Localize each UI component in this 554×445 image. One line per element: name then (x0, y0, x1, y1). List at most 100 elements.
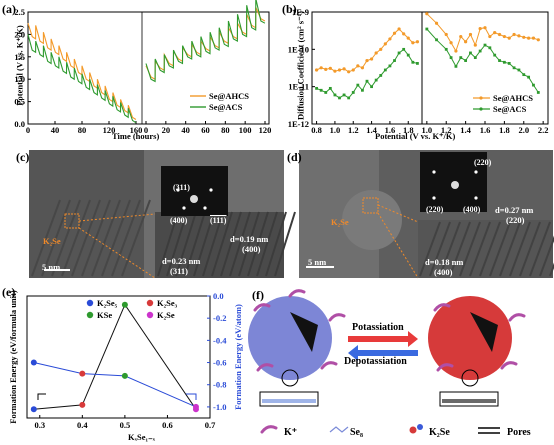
chart-e-xlabel: KₓSe₁₋ₓ (128, 432, 156, 442)
chart-a-legend-text: Se@ACS (209, 102, 243, 112)
left-sphere (248, 296, 332, 380)
tem-d-lattice-fringe (419, 221, 441, 277)
kplus-ion (320, 361, 338, 370)
chart-a-xtick-label: 40 (51, 125, 60, 135)
chart-b-xtick-label: 2.0 (518, 125, 529, 135)
tem-c-fft-label-2: (400) (170, 216, 188, 225)
chart-b-right-series-0-point (488, 34, 492, 39)
tem-c-lattice-fringe (256, 211, 278, 277)
chart-e-legend-text: K₂Se₃ (157, 298, 178, 308)
chart-b-legend-marker (479, 107, 483, 111)
legend-kplus-icon (260, 425, 278, 434)
chart-b-left-series-1-point (338, 96, 341, 100)
chart-b-left-series-0-point (392, 31, 397, 35)
left-se8-layer (262, 399, 316, 403)
depotassiation-label: Depotassiation (344, 356, 407, 367)
chart-b-left-series-0-point (402, 32, 406, 36)
tem-c-left-region (29, 150, 144, 278)
chart-e-y2tick-label: -0.2 (213, 313, 226, 323)
chart-b-left-series-1-point (333, 93, 337, 97)
chart-b-right-series-0-point (464, 40, 468, 44)
chart-b-left-series-1-point (397, 51, 401, 55)
chart-b-right-series-1-point (478, 49, 482, 53)
legend-k2se-label: K₂Se (429, 427, 450, 438)
tem-d-lattice-fringe (539, 235, 554, 277)
chart-b-legend-marker (479, 96, 483, 100)
tem-c-lattice-fringe (61, 199, 91, 277)
tem-c-lattice-fringe (175, 211, 197, 277)
chart-e-y2tick-label: 0.0 (213, 291, 224, 301)
kplus-ion (500, 361, 518, 370)
kplus-ion (288, 289, 306, 298)
tem-d-lattice-fringe (429, 221, 451, 277)
chart-b-xtick-label: 1.0 (422, 125, 433, 135)
chart-b-xtick-label: 1.6 (385, 125, 396, 135)
chart-b-left-series-0-point (379, 47, 383, 51)
chart-e-legend-text: KSe (97, 310, 112, 320)
chart-e-legend-marker (86, 299, 94, 307)
chart-a-ytick-label: 0.0 (14, 119, 25, 129)
chart-b-left-series-1-point (383, 68, 387, 72)
tem-c-lattice-fringe (247, 211, 269, 277)
panel-letter-d: (d) (287, 150, 302, 164)
tem-d-fft-label-2: (220) (426, 205, 444, 214)
chart-a-xtick-label: 20 (162, 125, 171, 135)
tem-c-lattice-fringe (81, 199, 111, 277)
chart-b-left-series-1-point (374, 78, 378, 82)
tem-d-d1: d=0.27 nm (495, 205, 534, 215)
legend-pores-label: Pores (507, 427, 531, 438)
legend-k2se-icon (409, 426, 417, 434)
tem-d-particle (342, 190, 402, 250)
chart-b-right-series-0-point (483, 26, 487, 30)
chart-b-ytick-label: 1E-12 (288, 119, 309, 129)
tem-c-d2-plane: (311) (170, 266, 188, 276)
tem-c-material: K₂Se (43, 236, 61, 246)
chart-b-xtick-label: 1.4 (366, 125, 377, 135)
tem-c-lattice-fringe (274, 211, 296, 277)
tem-c-scale: 5 nm (42, 262, 61, 272)
chart-b-right-series-0-point (493, 31, 497, 35)
chart-a-ytick-label: 2.5 (14, 7, 25, 17)
chart-b-left-series-1-point (370, 85, 373, 89)
tem-c-fft (161, 166, 228, 216)
tem-c-fft-center (190, 195, 198, 203)
chart-a-xtick-label: 120 (103, 125, 116, 135)
tem-d-lattice-fringe (549, 262, 554, 277)
chart-b-left-series-1-point (406, 53, 410, 57)
tem-c-fft-spot (176, 188, 180, 192)
chart-b-left-series-0-point (360, 66, 365, 70)
chart-b-right-series-0-point (454, 49, 458, 53)
right-slab (439, 391, 499, 407)
chart-b-right-series-1-point (522, 73, 526, 77)
legend-se8-icon (329, 426, 349, 433)
kplus-ion (433, 303, 451, 312)
chart-b-left-series-0-point (406, 36, 410, 40)
chart-b-right-series-0-point (425, 12, 429, 16)
chart-b-left-series-0-point (383, 42, 387, 46)
tem-d-fft-spot (432, 196, 436, 200)
tem-c-lattice-fringe (31, 199, 61, 277)
chart-e-point-left (121, 301, 128, 308)
tem-c-lattice-fringe (101, 199, 131, 277)
panel-letter-f: (f) (252, 288, 264, 302)
chart-b-right-series-1-point (536, 91, 540, 94)
chart-b-left-series-1-point (347, 96, 351, 100)
tem-d-lattice-fringe (469, 221, 491, 277)
kplus-ion (256, 363, 274, 372)
tem-d-lattice-fringe (509, 221, 531, 277)
chart-a-left-series-0 (27, 23, 137, 120)
tem-c-lattice-fringe (51, 199, 81, 277)
chart-b-left-series-1-point (361, 88, 364, 92)
chart-b-left-series-1-point (365, 79, 369, 83)
chart-e-xtick-label: 0.3 (34, 420, 45, 430)
chart-e-xtick-label: 0.5 (120, 420, 131, 430)
chart-b-xtick-label: 0.8 (311, 125, 322, 135)
chart-e-legend-marker (86, 311, 94, 319)
chart-b-left-series-0-point (397, 27, 401, 31)
chart-b-right-series-1-point (527, 75, 531, 79)
chart-b-right-series-1-point (507, 61, 511, 65)
tem-c-lattice-fringe (220, 211, 242, 277)
chart-b-right-series-1-point (425, 27, 429, 31)
chart-b-right-series-1-line (426, 28, 539, 93)
chart-b-right-series-0-point (473, 43, 477, 47)
